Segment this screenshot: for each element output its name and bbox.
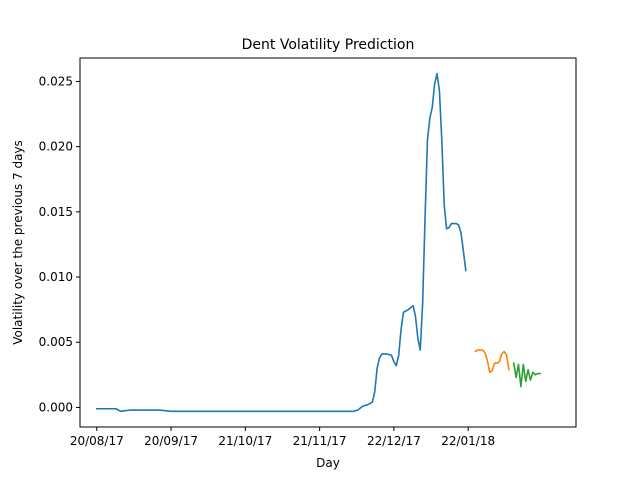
x-tick-label: 21/10/17	[218, 434, 272, 448]
plot-frame	[79, 57, 577, 428]
x-tick-label: 22/12/17	[367, 434, 421, 448]
series-line-3	[512, 362, 541, 388]
y-tick-label: 0.020	[39, 140, 73, 154]
series-line-2	[474, 349, 510, 374]
series-line-1	[95, 72, 467, 413]
series-layer	[95, 72, 541, 413]
y-tick-label: 0.015	[39, 205, 73, 219]
x-tick-label: 20/09/17	[144, 434, 198, 448]
y-tick-label: 0.000	[39, 400, 73, 414]
x-axis-label: Day	[316, 456, 340, 470]
x-tick-label: 21/11/17	[293, 434, 347, 448]
y-axis-label: Volatility over the previous 7 days	[11, 140, 25, 345]
tick-layer: 20/08/17 20/09/17 21/10/17 21/11/17 22/12/17…	[39, 74, 495, 448]
y-tick-label: 0.010	[39, 270, 73, 284]
y-tick-label: 0.025	[39, 74, 73, 88]
x-tick-label: 22/01/18	[441, 434, 495, 448]
y-tick-label: 0.005	[39, 335, 73, 349]
chart-title: Dent Volatility Prediction	[242, 37, 415, 53]
x-tick-label: 20/08/17	[70, 434, 124, 448]
